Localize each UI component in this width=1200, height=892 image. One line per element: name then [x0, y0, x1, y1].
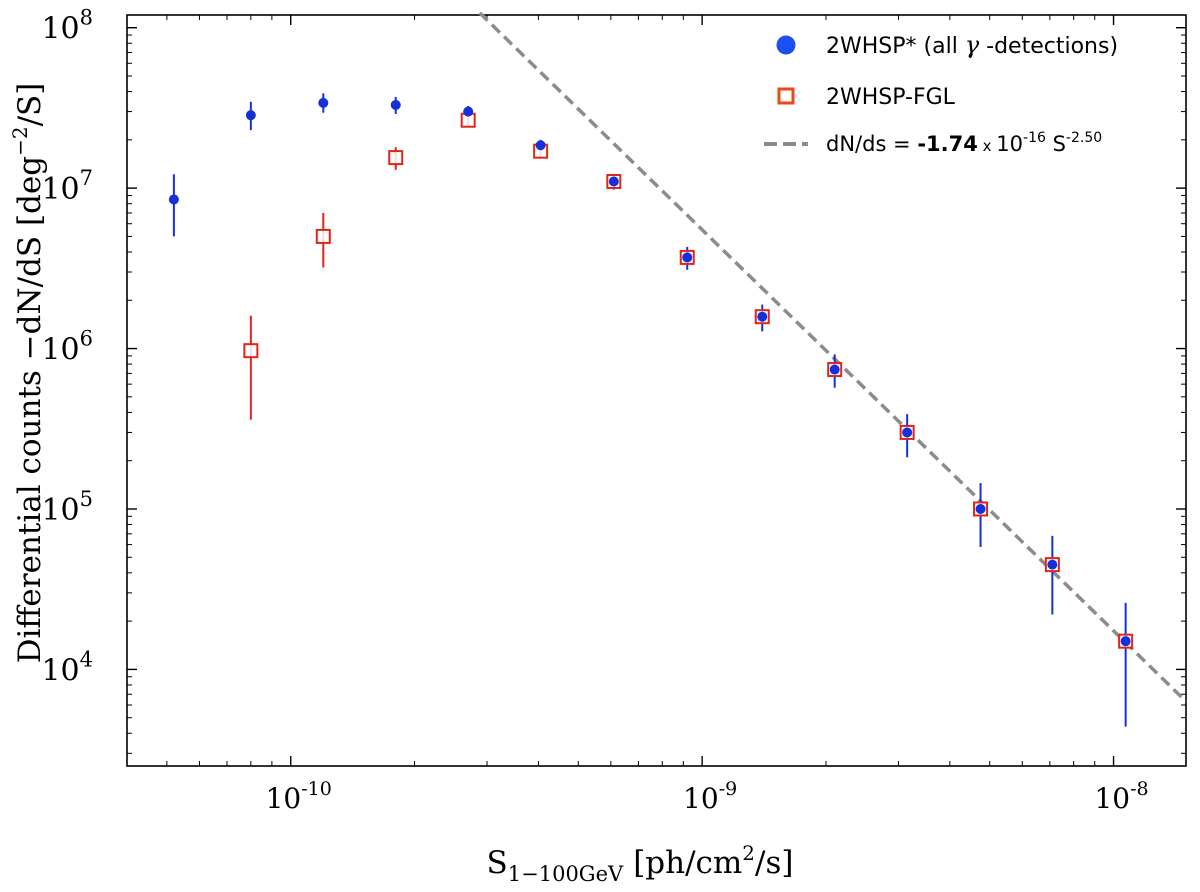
markers-layer: [168, 97, 1134, 649]
fgl-point: [315, 228, 331, 244]
legend-marker-2whsp-all: [776, 35, 796, 55]
x-axis-label: S1−100GeV [ph/cm2/s]: [487, 841, 794, 886]
legend-label-2whsp-fgl: 2WHSP-FGL: [826, 85, 956, 110]
legend-label-fit-line: dN/ds = -1.74 x 10-16 S-2.50: [826, 130, 1102, 156]
fgl-point: [243, 343, 259, 359]
legend-label-2whsp-all: 2WHSP* (all γ -detections): [826, 31, 1118, 59]
x-tick-label: 10-8: [1094, 778, 1148, 815]
all-point: [245, 110, 256, 121]
plot-frame: [126, 14, 1187, 767]
y-tick-label: 104: [41, 647, 93, 688]
y-tick-label: 107: [41, 166, 93, 207]
y-tick-label: 108: [41, 6, 93, 47]
all-point: [1047, 559, 1058, 570]
all-point: [535, 140, 546, 151]
y-tick-label: 106: [41, 327, 93, 368]
all-point: [975, 503, 986, 514]
fit-line-layer: [478, 11, 1188, 703]
all-point: [1120, 636, 1131, 647]
axis-ticks: 10-10 10-9 10-8 104 105 106 107 108: [41, 6, 1186, 815]
y-tick-label: 105: [41, 487, 93, 528]
x-tick-label: 10-10: [266, 778, 332, 815]
legend: 2WHSP* (all γ -detections) 2WHSP-FGL dN/…: [764, 31, 1118, 156]
legend-marker-2whsp-fgl: [777, 87, 795, 105]
x-tick-label: 10-9: [683, 778, 737, 815]
fit-line: [478, 11, 1188, 703]
y-axis-label: Differential counts −dN/dS [deg−2/S]: [8, 83, 48, 664]
all-point: [829, 364, 840, 375]
fgl-point: [388, 150, 404, 166]
all-point: [757, 311, 768, 322]
all-point: [168, 194, 179, 205]
error-bars-layer: [172, 93, 1127, 727]
all-point: [682, 252, 693, 263]
all-point: [318, 97, 329, 108]
all-point: [608, 176, 619, 187]
all-point: [463, 106, 474, 117]
all-point: [902, 427, 913, 438]
all-point: [390, 99, 401, 110]
